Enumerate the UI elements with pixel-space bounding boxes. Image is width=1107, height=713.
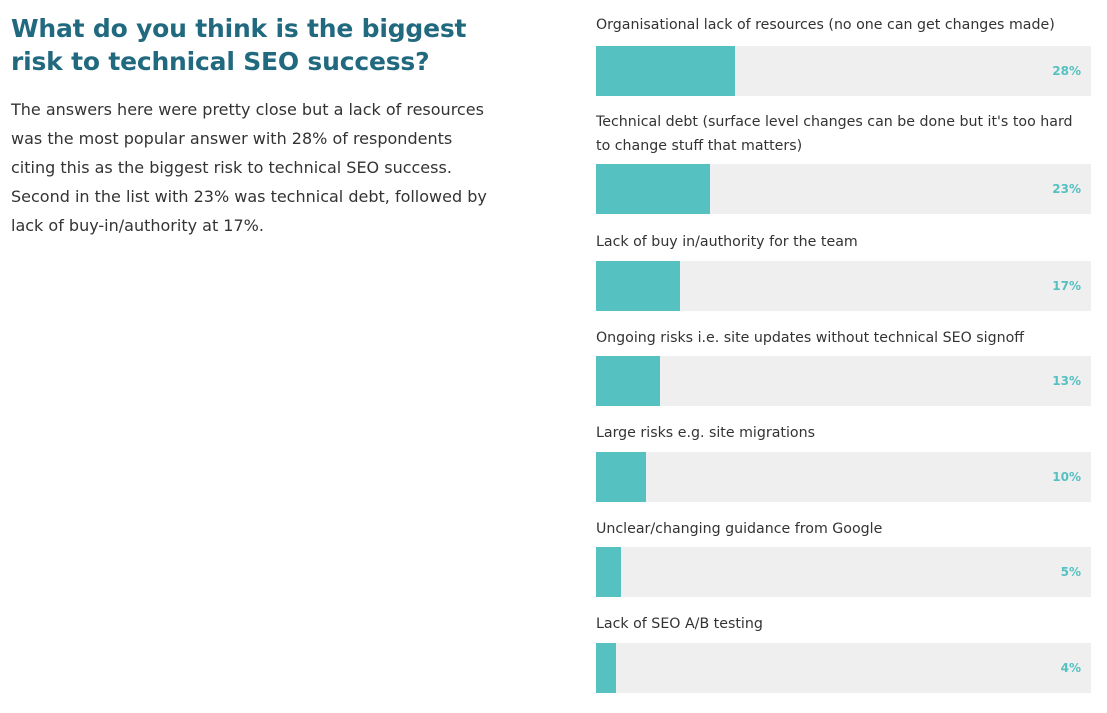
chart-row: Technical debt (surface level changes ca… [596, 110, 1091, 214]
bar [596, 547, 621, 597]
category-label: Organisational lack of resources (no one… [596, 17, 1055, 33]
category-label: Large risks e.g. site migrations [596, 425, 815, 441]
bar-track: 28% [596, 46, 1091, 96]
bar-track: 5% [596, 547, 1091, 597]
bar [596, 261, 680, 311]
value-label: 13% [1052, 374, 1081, 388]
bar-track: 17% [596, 261, 1091, 311]
value-label: 5% [1060, 565, 1081, 579]
bar-track: 23% [596, 164, 1091, 214]
bar [596, 46, 735, 96]
category-label: Lack of buy in/authority for the team [596, 234, 858, 250]
bar-track: 13% [596, 356, 1091, 406]
chart-row: Lack of buy in/authority for the team 17% [596, 230, 1091, 311]
bar [596, 164, 710, 214]
bar-chart: Organisational lack of resources (no one… [596, 0, 1091, 713]
value-label: 4% [1060, 661, 1081, 675]
value-label: 17% [1052, 279, 1081, 293]
category-label: Ongoing risks i.e. site updates without … [596, 330, 1025, 346]
chart-row: Large risks e.g. site migrations 10% [596, 421, 1091, 502]
category-label: Unclear/changing guidance from Google [596, 521, 883, 537]
chart-row: Lack of SEO A/B testing 4% [596, 612, 1091, 693]
intro-text: The answers here were pretty close but a… [11, 100, 487, 235]
bar-track: 4% [596, 643, 1091, 693]
value-label: 10% [1052, 470, 1081, 484]
chart-row: Ongoing risks i.e. site updates without … [596, 326, 1091, 406]
bar [596, 356, 660, 406]
chart-row: Unclear/changing guidance from Google 5% [596, 517, 1091, 597]
intro-panel: What do you think is the biggest risk to… [11, 12, 511, 240]
value-label: 23% [1052, 182, 1081, 196]
bar [596, 643, 616, 693]
category-label: Lack of SEO A/B testing [596, 616, 763, 632]
page-title: What do you think is the biggest risk to… [11, 14, 467, 76]
bar-track: 10% [596, 452, 1091, 502]
bar [596, 452, 646, 502]
category-label: Technical debt (surface level changes ca… [596, 114, 1073, 154]
chart-row: Organisational lack of resources (no one… [596, 13, 1091, 96]
value-label: 28% [1052, 64, 1081, 78]
